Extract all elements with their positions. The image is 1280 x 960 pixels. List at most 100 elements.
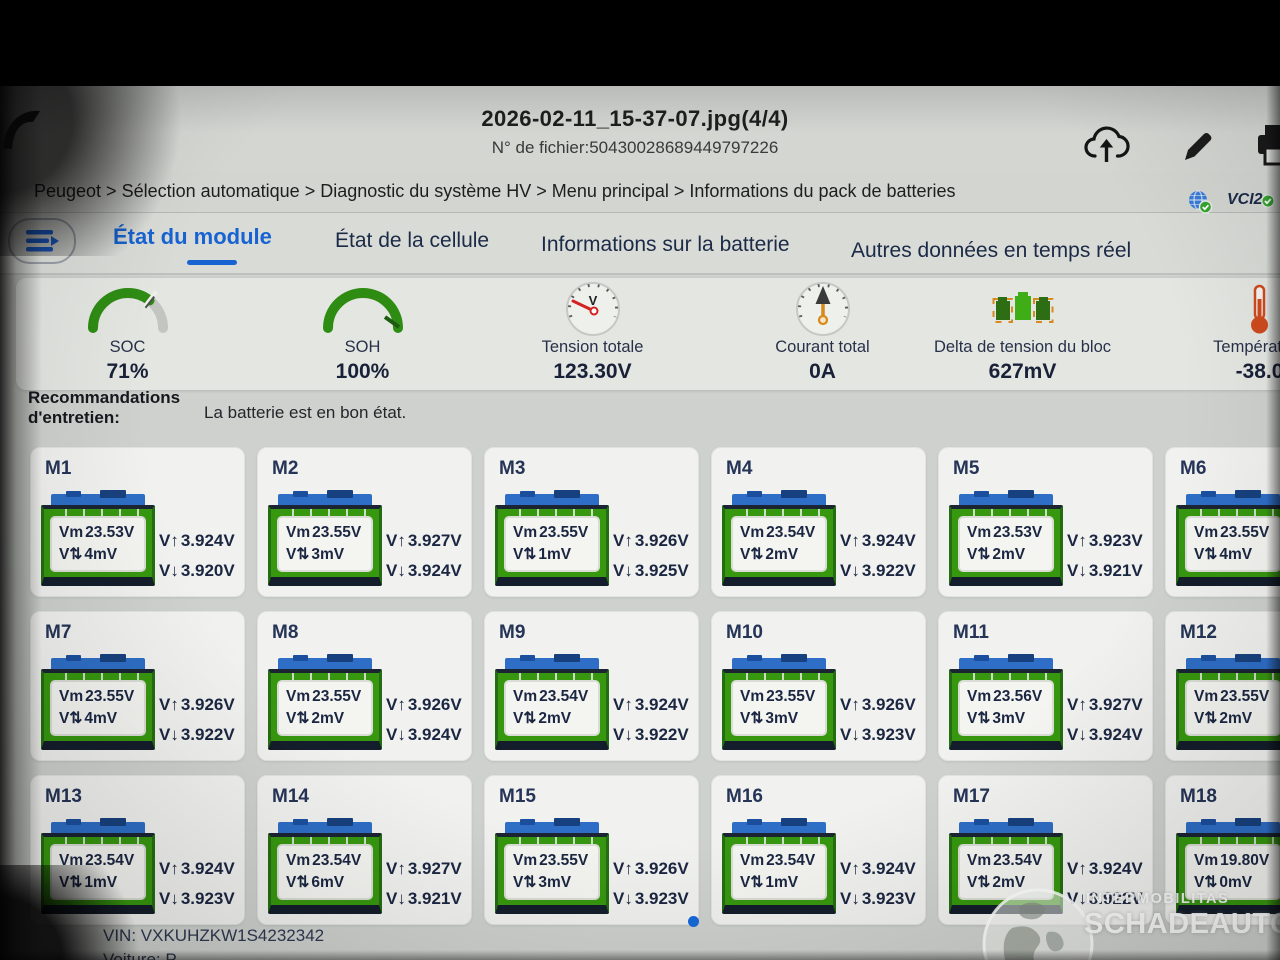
cell-voltage-max: 3.926V xyxy=(180,695,235,714)
vdelta-label: V⇅ xyxy=(1194,545,1218,563)
module-delta-line: V⇅ 2mV xyxy=(1194,710,1279,729)
module-name: M15 xyxy=(499,786,536,807)
vci-label: VCI2 xyxy=(1227,191,1263,208)
cloud-upload-icon[interactable] xyxy=(1082,124,1130,173)
vmax-label: V↑ xyxy=(613,531,633,550)
battery-module-icon: Vm 23.55V V⇅ 4mV xyxy=(1174,490,1280,586)
vm-label: Vm xyxy=(513,523,538,541)
module-delta-line: V⇅ 6mV xyxy=(286,874,371,893)
module-name: M13 xyxy=(45,786,82,807)
cell-voltage-min: 3.920V xyxy=(180,561,235,580)
gauge-label: SOH xyxy=(344,338,381,356)
module-voltage: 19.80V xyxy=(1220,851,1270,869)
module-card: M14 Vm 23.54V V⇅ 6mV V↑ 3.927V V↓ 3.921V xyxy=(257,775,472,925)
battery-ticks xyxy=(730,837,828,845)
battery-ticks xyxy=(957,673,1055,681)
battery-terminals xyxy=(278,490,372,507)
battery-ticks xyxy=(957,509,1055,517)
vm-label: Vm xyxy=(1194,687,1219,705)
tab-etat-de-la-cellule[interactable]: État de la cellule xyxy=(335,229,490,252)
page-title: 2026-02-11_15-37-07.jpg(4/4) xyxy=(481,106,789,131)
vdelta-label: V⇅ xyxy=(740,873,764,891)
module-voltage-line: Vm 23.56V xyxy=(967,688,1052,707)
vdelta-label: V⇅ xyxy=(59,545,83,563)
back-arrow-icon[interactable] xyxy=(0,98,44,157)
cell-voltage-column: V↑ 3.924V V↓ 3.922V xyxy=(840,531,916,591)
cell-voltage-min: 3.922V xyxy=(180,725,235,744)
module-voltage-line: Vm 23.55V xyxy=(740,688,825,707)
edit-pencil-icon[interactable] xyxy=(1180,127,1216,170)
vm-label: Vm xyxy=(740,687,765,705)
module-voltage-delta: 6mV xyxy=(311,873,345,891)
cell-voltage-max-line: V↑ 3.927V xyxy=(1067,695,1143,715)
vmax-label: V↑ xyxy=(1067,859,1087,878)
menu-icon xyxy=(26,230,59,252)
module-delta-line: V⇅ 4mV xyxy=(59,710,144,729)
vmax-label: V↑ xyxy=(613,859,633,878)
module-voltage: 23.54V xyxy=(312,851,362,869)
module-delta-line: V⇅ 3mV xyxy=(967,710,1052,729)
cell-voltage-max-line: V↑ 3.927V xyxy=(386,531,462,551)
module-voltage: 23.54V xyxy=(766,851,816,869)
vin-text: VIN: VXKUHZKW1S4232342 xyxy=(103,926,325,945)
battery-ticks xyxy=(49,837,147,845)
vdelta-label: V⇅ xyxy=(740,545,764,563)
network-status-icon[interactable] xyxy=(1186,189,1218,220)
vmax-label: V↑ xyxy=(613,695,633,714)
menu-button[interactable] xyxy=(8,218,76,264)
vmin-label: V↓ xyxy=(159,889,179,908)
battery-module-icon: Vm 23.56V V⇅ 3mV xyxy=(947,654,1065,750)
cell-voltage-min-line: V↓ 3.922V xyxy=(1067,889,1143,909)
vmin-label: V↓ xyxy=(1067,725,1087,744)
module-card: M1 Vm 23.53V V⇅ 4mV V↑ 3.924V V↓ 3.920V xyxy=(30,447,245,597)
vm-label: Vm xyxy=(1194,523,1219,541)
printer-icon[interactable] xyxy=(1256,122,1280,173)
battery-ticks xyxy=(503,509,601,517)
vdelta-label: V⇅ xyxy=(967,709,991,727)
vci-status[interactable]: VCI2 xyxy=(1227,191,1275,209)
gauge-value: 0A xyxy=(809,360,836,383)
battery-ticks xyxy=(503,837,601,845)
battery-readout: Vm 23.54V V⇅ 2mV xyxy=(731,516,827,572)
battery-readout: Vm 23.54V V⇅ 2mV xyxy=(958,844,1054,900)
cell-voltage-column: V↑ 3.924V V↓ 3.923V xyxy=(159,859,235,919)
vm-label: Vm xyxy=(59,523,84,541)
cell-voltage-max: 3.926V xyxy=(861,695,916,714)
cell-voltage-min: 3.924V xyxy=(1088,725,1143,744)
maintenance-label: Recommandations d'entretien: xyxy=(28,388,181,428)
cell-voltage-min-line: V↓ 3.921V xyxy=(1067,561,1143,581)
thermometer-icon xyxy=(1172,281,1280,337)
module-name: M4 xyxy=(726,458,753,479)
module-card: M7 Vm 23.55V V⇅ 4mV V↑ 3.926V V↓ 3.922V xyxy=(30,611,245,761)
vdelta-label: V⇅ xyxy=(513,709,537,727)
module-name: M2 xyxy=(272,458,299,479)
module-voltage-delta: 3mV xyxy=(992,709,1026,727)
battery-ticks xyxy=(957,837,1055,845)
battery-readout: Vm 23.55V V⇅ 2mV xyxy=(1185,680,1280,736)
battery-terminals xyxy=(278,818,372,835)
module-voltage-line: Vm 23.55V xyxy=(1194,688,1279,707)
vmin-label: V↓ xyxy=(386,889,406,908)
voltmeter-icon: V xyxy=(495,281,690,337)
cell-voltage-max-line: V↑ 3.926V xyxy=(613,531,689,551)
vmin-label: V↓ xyxy=(840,889,860,908)
module-name: M6 xyxy=(1180,458,1207,479)
cell-voltage-column: V↑ 3.924V V↓ 3.922V xyxy=(1067,859,1143,919)
tab-autres-donnees[interactable]: Autres données en temps réel xyxy=(851,239,1132,262)
cell-voltage-min-line: V↓ 3.921V xyxy=(386,889,462,909)
vdelta-label: V⇅ xyxy=(1194,709,1218,727)
pagination-dot[interactable] xyxy=(688,916,699,927)
module-voltage: 23.55V xyxy=(766,687,816,705)
cell-voltage-max-line: V↑ 3.923V xyxy=(1067,531,1143,551)
module-card: M9 Vm 23.54V V⇅ 2mV V↑ 3.924V V↓ 3.922V xyxy=(484,611,699,761)
module-voltage-line: Vm 23.55V xyxy=(513,852,598,871)
cell-voltage-max: 3.926V xyxy=(634,531,689,550)
module-card: M16 Vm 23.54V V⇅ 1mV V↑ 3.924V V↓ 3.923V xyxy=(711,775,926,925)
tab-etat-du-module[interactable]: État du module xyxy=(113,224,272,249)
module-name: M5 xyxy=(953,458,980,479)
battery-terminals xyxy=(505,654,599,671)
tab-informations-batterie[interactable]: Informations sur la batterie xyxy=(541,233,790,256)
cell-voltage-max-line: V↑ 3.927V xyxy=(386,859,462,879)
cell-voltage-min-line: V↓ 3.924V xyxy=(1067,725,1143,745)
